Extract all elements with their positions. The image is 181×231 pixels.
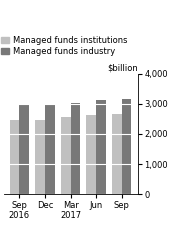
Bar	[87, 115, 96, 194]
Bar	[112, 114, 122, 194]
Bar	[35, 120, 45, 194]
Bar	[96, 100, 106, 194]
Legend: Managed funds institutions, Managed funds industry: Managed funds institutions, Managed fund…	[1, 36, 127, 56]
Bar	[61, 117, 71, 194]
Bar	[71, 103, 80, 194]
Bar	[10, 121, 19, 194]
Text: $billion: $billion	[107, 64, 138, 73]
Bar	[45, 105, 55, 194]
Bar	[122, 99, 131, 194]
Bar	[19, 105, 29, 194]
